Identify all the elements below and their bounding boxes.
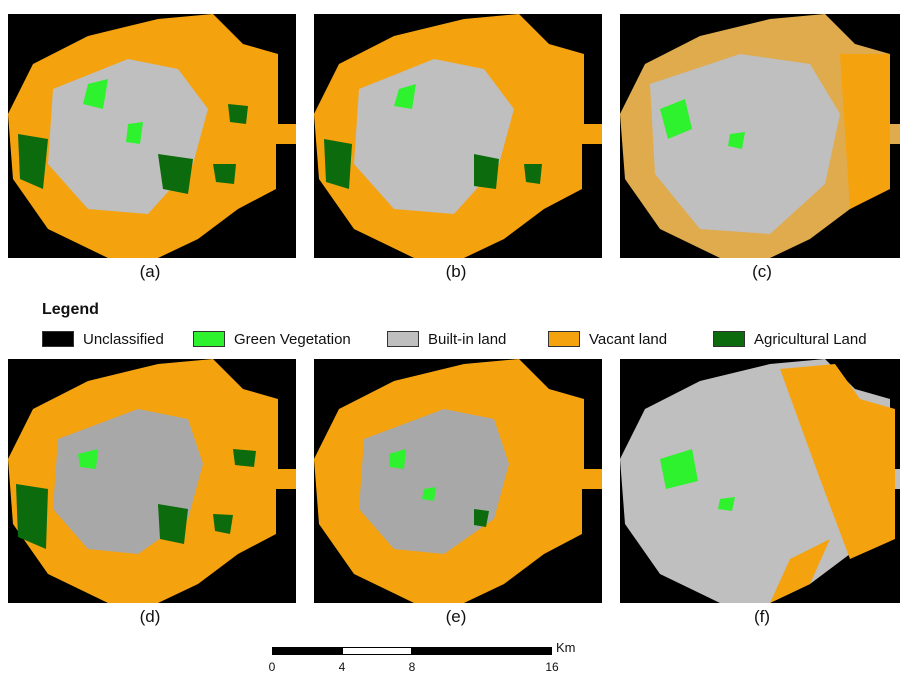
map-panel-e xyxy=(314,359,602,603)
map-panel-d xyxy=(8,359,296,603)
legend-label-unclassified: Unclassified xyxy=(83,330,164,348)
legend-item-agricultural-land: Agricultural Land xyxy=(713,329,867,349)
map-panel-f xyxy=(620,359,900,603)
scale-bar-tick-4: 4 xyxy=(338,660,346,674)
land-cover-map-b xyxy=(314,14,602,258)
panel-caption-c: (c) xyxy=(752,262,772,281)
panel-caption-f: (f) xyxy=(753,607,771,626)
land-cover-map-e xyxy=(314,359,602,603)
legend-label-green-vegetation: Green Vegetation xyxy=(234,330,351,348)
land-cover-map-d xyxy=(8,359,296,603)
land-cover-map-c xyxy=(620,14,900,258)
panel-caption-e: (e) xyxy=(445,607,467,626)
land-cover-map-a xyxy=(8,14,296,258)
scale-bar-segment-1 xyxy=(272,647,342,655)
panel-caption-b: (b) xyxy=(445,262,467,281)
scale-bar-tick-16: 16 xyxy=(545,660,559,674)
legend-item-built-in-land: Built-in land xyxy=(387,329,506,349)
panel-caption-a: (a) xyxy=(139,262,161,281)
legend: Unclassified Green Vegetation Built-in l… xyxy=(42,329,902,349)
scale-bar-tick-8: 8 xyxy=(408,660,416,674)
legend-swatch-unclassified xyxy=(42,331,74,347)
legend-swatch-vacant-land xyxy=(548,331,580,347)
legend-label-vacant-land: Vacant land xyxy=(589,330,668,348)
legend-swatch-agricultural-land xyxy=(713,331,745,347)
legend-swatch-built-in-land xyxy=(387,331,419,347)
scale-bar-segment-2 xyxy=(342,647,412,655)
legend-label-agricultural-land: Agricultural Land xyxy=(754,330,867,348)
scale-bar-segment-3 xyxy=(412,647,552,655)
scale-bar-unit: Km xyxy=(556,640,576,655)
land-cover-map-f xyxy=(620,359,900,603)
legend-label-built-in-land: Built-in land xyxy=(428,330,507,348)
legend-title: Legend xyxy=(42,301,99,318)
map-panel-a xyxy=(8,14,296,258)
panel-caption-d: (d) xyxy=(139,607,161,626)
map-panel-c xyxy=(620,14,900,258)
legend-item-vacant-land: Vacant land xyxy=(548,329,667,349)
legend-item-unclassified: Unclassified xyxy=(42,329,164,349)
scale-bar xyxy=(272,647,552,655)
map-panel-b xyxy=(314,14,602,258)
scale-bar-tick-0: 0 xyxy=(268,660,276,674)
legend-item-green-vegetation: Green Vegetation xyxy=(193,329,351,349)
legend-swatch-green-vegetation xyxy=(193,331,225,347)
